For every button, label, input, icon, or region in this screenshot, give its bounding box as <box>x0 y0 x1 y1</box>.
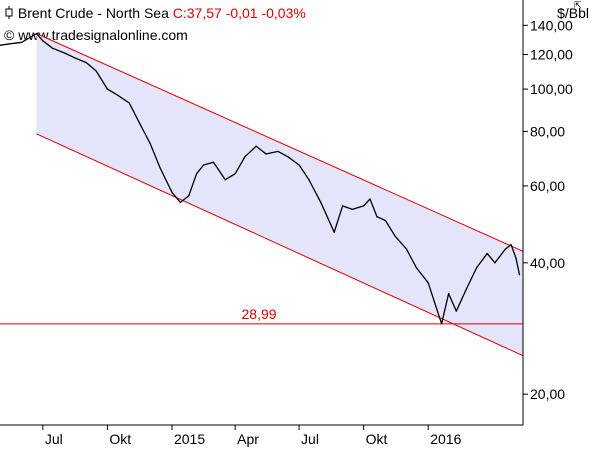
price-point <box>42 40 44 42</box>
price-point <box>212 161 215 163</box>
price-point <box>351 208 354 211</box>
price-point <box>341 205 344 207</box>
price-point <box>224 179 226 181</box>
support-level-label: 28,99 <box>242 306 277 322</box>
x-tick-label: Okt <box>366 431 388 447</box>
price-point <box>486 252 488 255</box>
price-point <box>149 143 151 145</box>
price-point <box>369 198 371 200</box>
price-point <box>298 164 300 166</box>
price-point <box>277 150 279 152</box>
price-point <box>363 205 365 207</box>
price-point <box>244 156 246 158</box>
price-point <box>476 266 478 269</box>
price-point <box>265 153 267 155</box>
price-point <box>447 293 450 295</box>
y-tick-label: 100,00 <box>530 81 573 97</box>
price-point <box>494 262 496 264</box>
price-point <box>466 287 468 289</box>
y-tick-label: 120,00 <box>530 47 573 63</box>
price-point <box>179 201 182 204</box>
price-point <box>515 257 517 259</box>
price-point <box>518 274 521 276</box>
price-point <box>171 191 173 193</box>
x-tick-label: Okt <box>109 431 131 447</box>
x-tick-label: 2015 <box>174 431 205 447</box>
price-point <box>405 248 408 250</box>
price-point <box>234 173 236 175</box>
price-point <box>128 102 130 104</box>
price-point <box>63 52 66 54</box>
price-point <box>159 167 161 169</box>
y-tick-label: 80,00 <box>530 123 565 139</box>
price-point <box>320 201 322 204</box>
x-tick-label: Jul <box>301 431 319 447</box>
price-point <box>504 248 507 250</box>
x-tick-label: 2016 <box>430 431 461 447</box>
price-point <box>116 94 118 96</box>
x-tick-label: Apr <box>237 431 259 447</box>
price-point <box>9 43 11 45</box>
price-point <box>394 235 396 237</box>
price-point <box>0 44 1 46</box>
price-point <box>188 195 190 197</box>
collapse-toggle[interactable]: ⇱ <box>574 0 582 10</box>
price-point <box>455 310 457 312</box>
x-tick-label: Jul <box>45 431 63 447</box>
price-point <box>415 266 417 269</box>
price-point <box>195 173 198 175</box>
y-tick-label: 140,00 <box>530 17 573 33</box>
price-point <box>138 121 140 123</box>
price-point <box>427 282 429 284</box>
source-credit: © www.tradesignalonline.com <box>4 27 188 43</box>
quote-readout: C:37,57 -0,01 -0,03% <box>172 5 306 21</box>
channel-lower-line <box>36 133 524 357</box>
price-point <box>510 244 512 246</box>
channel-upper-line <box>36 33 524 252</box>
channel-area <box>36 33 523 356</box>
y-axis-unit: $/Bbl <box>557 5 589 21</box>
instrument-title: Brent Crude - North Sea <box>17 5 169 21</box>
price-point <box>106 88 109 90</box>
price-point <box>85 62 87 64</box>
price-point <box>440 323 443 325</box>
y-tick-label: 20,00 <box>530 386 565 402</box>
price-point <box>73 57 76 59</box>
price-point <box>30 35 33 38</box>
price-point <box>95 70 97 72</box>
chart-marker-icon <box>4 5 18 21</box>
price-point <box>21 41 23 43</box>
price-point <box>35 33 38 35</box>
price-point <box>376 216 378 218</box>
chart-header: Brent Crude - North Sea C:37,57 -0,01 -0… <box>4 5 306 21</box>
price-point <box>384 219 387 222</box>
price-point <box>287 156 289 158</box>
price-point <box>333 231 335 233</box>
y-tick-label: 40,00 <box>530 255 565 271</box>
price-point <box>255 145 257 147</box>
price-point <box>202 164 205 166</box>
price-point <box>308 179 310 181</box>
price-point <box>52 47 54 49</box>
y-tick-label: 60,00 <box>530 178 565 194</box>
